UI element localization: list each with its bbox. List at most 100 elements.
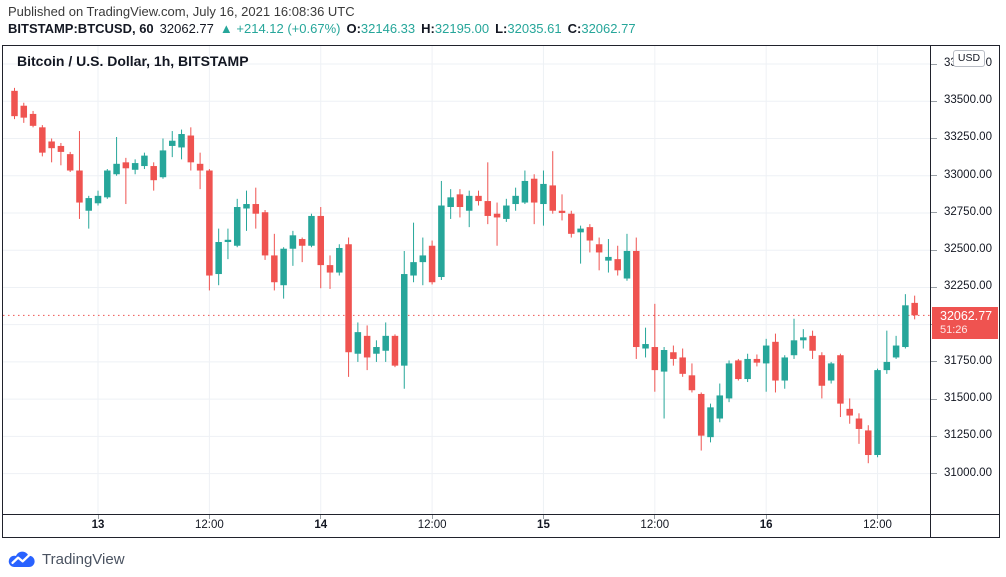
time-tick-mark (320, 515, 322, 519)
price-tick-mark (931, 212, 937, 214)
candle-body (493, 213, 501, 218)
time-tick-label: 12:00 (863, 519, 892, 531)
candle-body (735, 360, 742, 380)
time-tick-mark (765, 515, 767, 519)
candle-body (66, 154, 74, 171)
candle-body (800, 337, 807, 341)
last-price: 32062.77 (159, 21, 214, 36)
time-tick-mark (431, 515, 433, 519)
price-tick-label: 31000.00 (944, 466, 992, 479)
candle-body (410, 262, 417, 276)
price-tick-label: 32750.00 (944, 205, 992, 218)
candle-body (475, 195, 482, 202)
candle-body (549, 185, 556, 211)
candle-body (855, 418, 863, 429)
candle-body (187, 135, 195, 163)
time-axis[interactable]: 13 12:00 14 12:00 15 12:00 16 12:00 (3, 515, 930, 537)
current-price-value: 32062.77 (940, 309, 993, 324)
candle-body (762, 345, 770, 364)
candle-body (298, 239, 306, 246)
price-axis-separator (930, 46, 931, 537)
candle-body (586, 227, 594, 241)
open-label: O: (346, 21, 361, 36)
tradingview-logo-text: TradingView (42, 550, 125, 568)
candlestick-svg (3, 46, 930, 514)
time-tick-mark (542, 515, 544, 519)
price-tick-mark (931, 63, 937, 65)
candle-body (20, 105, 28, 118)
price-tick-label: 33500.00 (944, 94, 992, 107)
candle-body (178, 134, 185, 148)
candle-body (141, 155, 148, 167)
up-arrow-icon: ▲ (219, 21, 233, 36)
candle-body (131, 163, 139, 170)
candle-body (271, 255, 278, 283)
low-label: L: (495, 21, 508, 36)
candle-body (113, 163, 120, 175)
candle-body (196, 163, 204, 171)
candle-body (660, 350, 668, 372)
candle-body (363, 335, 371, 358)
price-tick-mark (931, 175, 937, 177)
candle-body (169, 140, 176, 146)
candle-body (753, 358, 761, 363)
chart-title: Bitcoin / U.S. Dollar, 1h, BITSTAMP (17, 53, 249, 69)
time-tick-mark (654, 515, 656, 519)
candle-body (688, 375, 696, 391)
candle-body (336, 247, 343, 273)
candle-body (122, 162, 130, 169)
candle-body (846, 408, 853, 416)
candle-body (837, 355, 844, 404)
high-value: 32195.00 (434, 21, 490, 36)
price-axis[interactable]: USD 32062.77 51:26 33750.0033500.0033250… (931, 46, 999, 514)
candle-body (874, 370, 881, 456)
price-tick-label: 31750.00 (944, 354, 992, 367)
candle-body (744, 358, 751, 380)
published-line: Published on TradingView.com, July 16, 2… (8, 4, 355, 19)
candle-body (233, 207, 241, 246)
candle-body (150, 166, 157, 181)
tradingview-logo-icon (8, 551, 35, 567)
candle-body (568, 213, 575, 234)
price-tick-mark (931, 100, 937, 102)
candle-body (308, 215, 315, 246)
close-label: C: (567, 21, 582, 36)
candle-body (289, 235, 297, 249)
candle-body (428, 245, 436, 283)
candle-body (94, 195, 102, 204)
candle-body (558, 210, 566, 213)
price-tick-mark (931, 361, 937, 363)
candle-body (224, 239, 232, 243)
candlestick-plot[interactable] (3, 46, 930, 514)
candle-body (902, 305, 909, 348)
candle-body (85, 198, 92, 211)
candle-body (261, 212, 269, 256)
time-tick-label: 12:00 (417, 519, 447, 531)
candle-body (391, 335, 399, 366)
currency-usd-button[interactable]: USD (953, 50, 985, 67)
tradingview-attribution[interactable]: TradingView (8, 548, 125, 570)
time-tick-label: 12:00 (194, 519, 224, 531)
candle-body (911, 302, 918, 316)
time-tick-label: 15 (537, 519, 550, 531)
candle-body (827, 363, 835, 381)
candle-body (206, 170, 213, 276)
time-tick-mark (97, 515, 99, 519)
candle-body (670, 352, 677, 359)
candle-body (577, 228, 584, 233)
candle-body (484, 201, 492, 216)
price-tick-label: 31500.00 (944, 392, 992, 405)
candle-body (48, 141, 55, 149)
candle-body (707, 407, 714, 438)
price-tick-mark (931, 473, 937, 475)
candle-body (373, 347, 380, 354)
price-tick-mark (931, 398, 937, 400)
price-tick-mark (931, 137, 937, 139)
bar-countdown: 51:26 (940, 324, 968, 337)
candle-body (530, 178, 538, 203)
low-value: 32035.61 (507, 21, 562, 36)
candle-body (419, 255, 427, 263)
time-tick-mark (877, 515, 879, 519)
candle-body (883, 361, 891, 371)
